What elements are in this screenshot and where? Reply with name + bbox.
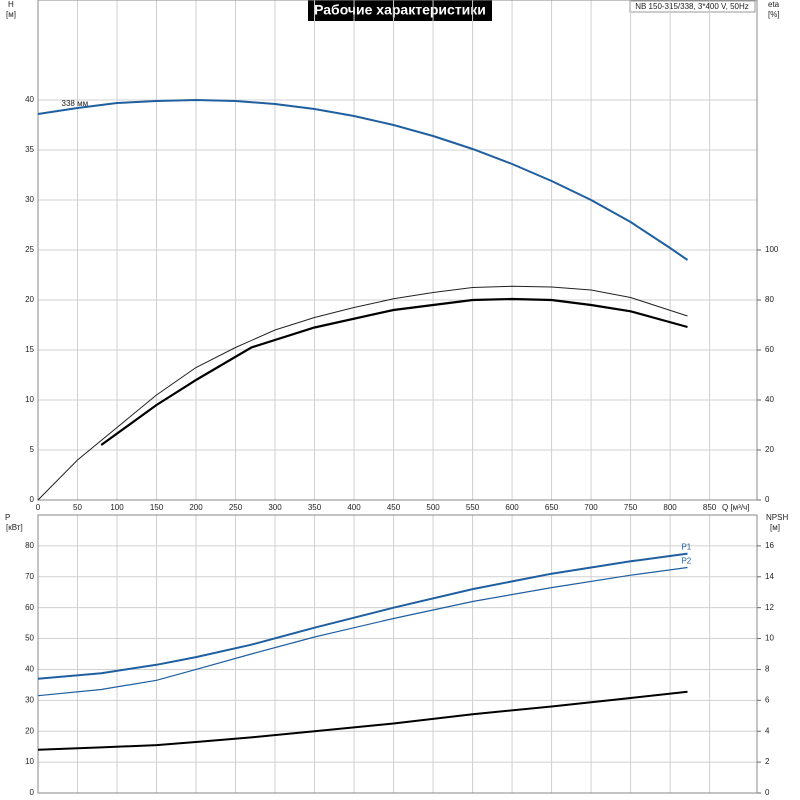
y2-axis-unit: [м] [770, 523, 780, 532]
y-tick-label: 15 [25, 345, 34, 354]
y-tick-label: 25 [25, 245, 34, 254]
y2-tick-label: 40 [765, 395, 774, 404]
y2-tick-label: 12 [765, 603, 774, 612]
x-tick-label: 250 [229, 503, 243, 512]
y-tick-label: 60 [25, 603, 34, 612]
x-tick-label: 100 [110, 503, 124, 512]
x-tick-label: 700 [584, 503, 598, 512]
x-axis-label: Q [м³/ч] [722, 503, 749, 512]
x-tick-label: 550 [466, 503, 480, 512]
curve [37, 98, 689, 261]
y-axis-unit: [кВт] [6, 523, 23, 532]
y2-tick-label: 2 [765, 757, 770, 766]
y2-tick-label: 10 [765, 634, 774, 643]
y2-axis-label: eta [768, 0, 780, 9]
y2-tick-label: 80 [765, 295, 774, 304]
curve [37, 285, 688, 501]
curve [37, 552, 688, 680]
y-tick-label: 5 [30, 445, 35, 454]
y-tick-label: 20 [25, 726, 34, 735]
y-tick-label: 50 [25, 634, 34, 643]
y2-tick-label: 60 [765, 345, 774, 354]
y2-tick-label: 6 [765, 695, 770, 704]
y-axis-label: H [8, 0, 14, 9]
y-tick-label: 0 [30, 788, 35, 797]
x-tick-label: 500 [426, 503, 440, 512]
x-tick-label: 450 [387, 503, 401, 512]
y-tick-label: 40 [25, 95, 34, 104]
x-tick-label: 0 [36, 503, 41, 512]
y2-tick-label: 8 [765, 665, 770, 674]
x-tick-label: 200 [189, 503, 203, 512]
y-tick-label: 80 [25, 541, 34, 550]
x-tick-label: 800 [663, 503, 677, 512]
y-tick-label: 40 [25, 665, 34, 674]
plot-frame [37, 514, 758, 794]
y2-axis-unit: [%] [768, 10, 780, 19]
curve [37, 566, 688, 697]
x-tick-label: 50 [73, 503, 82, 512]
y2-tick-label: 100 [765, 245, 779, 254]
y-tick-label: 30 [25, 695, 34, 704]
x-tick-label: 350 [308, 503, 322, 512]
x-tick-label: 850 [703, 503, 717, 512]
y-tick-label: 70 [25, 572, 34, 581]
x-tick-label: 400 [347, 503, 361, 512]
x-tick-label: 750 [624, 503, 638, 512]
series-label: P1 [681, 543, 691, 552]
y-tick-label: 35 [25, 145, 34, 154]
x-tick-label: 600 [505, 503, 519, 512]
curve [37, 690, 688, 751]
y-tick-label: 10 [25, 395, 34, 404]
y-tick-label: 0 [30, 495, 35, 504]
x-tick-label: 150 [150, 503, 164, 512]
x-tick-label: 650 [545, 503, 559, 512]
y2-tick-label: 20 [765, 445, 774, 454]
y-tick-label: 30 [25, 195, 34, 204]
y2-tick-label: 14 [765, 572, 774, 581]
subtitle: NB 150-315/338, 3*400 V, 50Hz [635, 2, 749, 11]
plot-frame [37, 0, 758, 501]
subtitle-box [629, 0, 756, 13]
y-axis-label: P [5, 513, 10, 522]
y2-axis-label: NPSH [766, 513, 788, 522]
series-label: P2 [681, 557, 691, 566]
y2-tick-label: 0 [765, 495, 770, 504]
curve [100, 297, 688, 446]
curve-label: 338 мм [62, 99, 89, 108]
y2-tick-label: 0 [765, 788, 770, 797]
chart-title: Рабочие характеристики [314, 2, 486, 18]
y-tick-label: 20 [25, 295, 34, 304]
y-tick-label: 10 [25, 757, 34, 766]
y2-tick-label: 16 [765, 541, 774, 550]
y-axis-unit: [м] [6, 10, 16, 19]
x-tick-label: 300 [268, 503, 282, 512]
y2-tick-label: 4 [765, 726, 770, 735]
